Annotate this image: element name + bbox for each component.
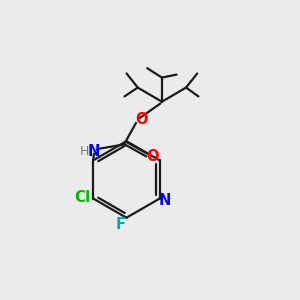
Text: F: F (116, 217, 126, 232)
Text: Cl: Cl (74, 190, 90, 205)
Text: O: O (146, 149, 159, 164)
Text: O: O (136, 112, 148, 128)
Text: H: H (80, 145, 89, 158)
Text: N: N (159, 193, 171, 208)
Text: N: N (88, 144, 100, 159)
